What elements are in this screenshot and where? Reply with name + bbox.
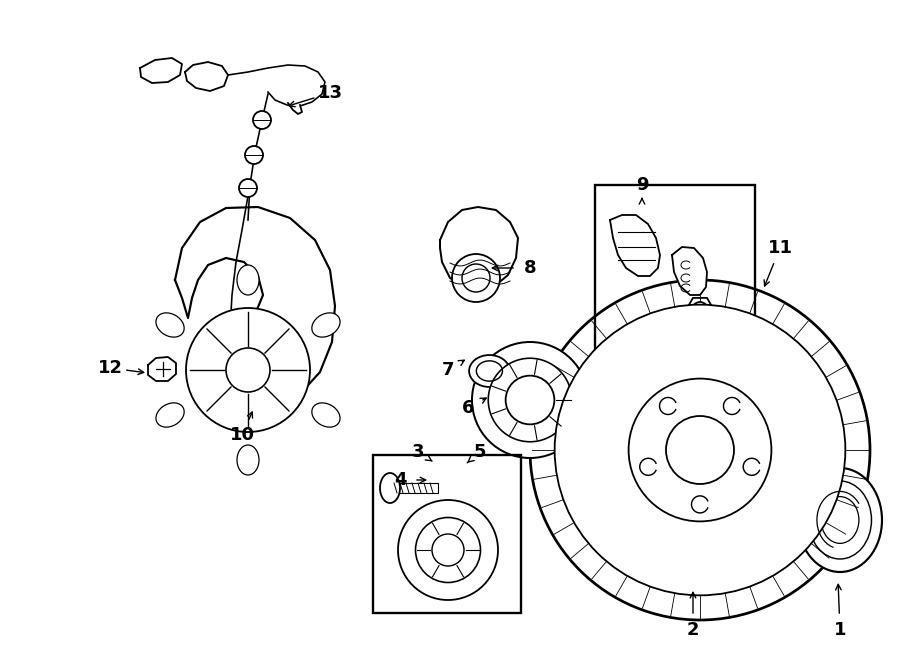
Ellipse shape xyxy=(798,468,882,572)
Circle shape xyxy=(554,305,845,596)
Circle shape xyxy=(398,500,498,600)
Text: 5: 5 xyxy=(473,443,486,461)
Circle shape xyxy=(666,416,734,484)
Polygon shape xyxy=(175,207,335,406)
Circle shape xyxy=(186,308,310,432)
Circle shape xyxy=(245,146,263,164)
Ellipse shape xyxy=(311,313,340,337)
Bar xyxy=(390,483,438,493)
Polygon shape xyxy=(610,215,660,276)
Circle shape xyxy=(628,379,771,522)
Polygon shape xyxy=(140,58,182,83)
Circle shape xyxy=(226,348,270,392)
Polygon shape xyxy=(672,247,707,295)
Circle shape xyxy=(452,254,500,302)
Circle shape xyxy=(239,179,257,197)
Polygon shape xyxy=(440,207,518,290)
Text: 9: 9 xyxy=(635,176,648,194)
Polygon shape xyxy=(148,357,176,381)
Text: 6: 6 xyxy=(462,399,474,417)
Circle shape xyxy=(692,302,708,318)
Circle shape xyxy=(253,111,271,129)
Ellipse shape xyxy=(156,313,184,337)
Text: 12: 12 xyxy=(97,359,122,377)
Text: 10: 10 xyxy=(230,426,255,444)
Text: 8: 8 xyxy=(524,259,536,277)
Ellipse shape xyxy=(237,265,259,295)
Ellipse shape xyxy=(380,473,400,503)
Circle shape xyxy=(488,358,572,442)
Circle shape xyxy=(530,280,870,620)
Text: 7: 7 xyxy=(442,361,454,379)
Ellipse shape xyxy=(469,355,509,387)
Bar xyxy=(595,185,755,365)
Text: 13: 13 xyxy=(318,84,343,102)
Bar xyxy=(373,455,521,613)
Text: 3: 3 xyxy=(412,443,424,461)
Circle shape xyxy=(506,375,554,424)
Polygon shape xyxy=(185,62,228,91)
Text: 11: 11 xyxy=(768,239,793,257)
Ellipse shape xyxy=(156,403,184,427)
Text: 1: 1 xyxy=(833,621,846,639)
Circle shape xyxy=(710,344,726,360)
Polygon shape xyxy=(288,103,302,114)
Text: 4: 4 xyxy=(394,471,406,489)
Circle shape xyxy=(472,342,588,458)
Ellipse shape xyxy=(237,445,259,475)
Ellipse shape xyxy=(311,403,340,427)
Text: 2: 2 xyxy=(687,621,699,639)
Circle shape xyxy=(432,534,464,566)
Circle shape xyxy=(416,518,481,582)
